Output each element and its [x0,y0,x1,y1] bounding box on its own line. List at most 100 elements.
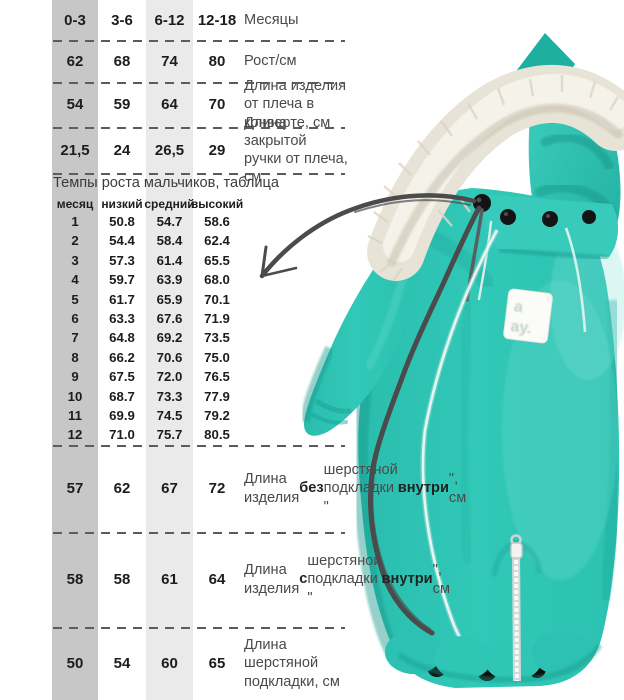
size-table-row: 54 59 64 70 Длина изделия от плеча в конверт… [0,78,352,130]
size-cell: 50 [66,655,84,672]
growth-cell: 66.2 [109,349,135,365]
size-cell: 64 [208,571,226,588]
size-cell: 12-18 [197,11,237,29]
dashed-divider [53,173,345,175]
growth-cell: 67.6 [156,311,183,326]
table-column-stripe-light [146,0,193,700]
growth-cell: 70.1 [204,291,230,307]
growth-cell: 65.9 [156,291,183,307]
growth-cell: 72.0 [156,369,183,385]
size-cell: 57 [66,480,84,497]
growth-cell: 68.0 [204,272,230,288]
growth-cell: 58.4 [156,233,183,249]
growth-cell: 5 [71,291,79,307]
growth-cell: 77.9 [204,388,230,404]
growth-table-title: Темпы роста мальчиков, таблица [53,175,279,191]
size-cell: 26,5 [154,141,185,159]
table-column-stripe-dark [52,0,98,700]
size-cell: 61 [161,571,178,588]
chest-flap [480,194,619,261]
size-cell: 64 [161,96,178,113]
size-cell: 0-3 [64,11,86,29]
size-chart-panel: Темпы роста мальчиков, таблица 0-3 3-6 6-1… [0,0,467,690]
dashed-divider [53,445,345,447]
growth-cell: 70.6 [156,349,183,365]
growth-cell: 63.3 [109,311,135,326]
size-cell: 62 [113,480,131,497]
size-cell: 68 [113,52,131,70]
snap-button [500,209,516,225]
patch-text-line1: a [513,298,524,316]
size-row-label: Длина изделия без шерстяной подкладки " в… [244,462,467,515]
growth-cell: 2 [71,233,79,249]
growth-cell: 75.0 [204,349,230,365]
snap-button [542,211,558,227]
growth-cell: 75.7 [156,427,183,443]
size-cell: 54 [113,655,131,672]
size-cell: 80 [208,52,226,70]
size-row-label: Длина изделия с шерстяной подкладки " вну… [244,553,450,606]
bottom-hem [385,630,603,683]
dashed-divider [53,532,345,534]
growth-cell: 65.5 [204,252,230,268]
growth-cell: 12 [67,427,83,443]
size-row-label: Рост/см [244,52,297,69]
dashed-divider [53,127,345,129]
size-table-row: 0-3 3-6 6-12 12-18 Месяцы [0,0,352,40]
size-cell: 70 [208,96,226,113]
size-row-label: Месяцы [244,11,299,28]
size-cell: 29 [208,141,226,159]
growth-cell: 4 [71,272,79,288]
growth-col-header: средний [144,196,195,211]
growth-cell: 63.9 [156,272,183,288]
length-annotation-line [368,205,482,636]
growth-cell: 50.8 [109,214,135,229]
size-table-row: 57 62 67 72 Длина изделия без шерстяной подк… [0,445,467,532]
size-cell: 3-6 [111,11,133,29]
dashed-divider [53,82,345,84]
size-cell: 67 [161,480,178,497]
growth-cell: 62.4 [204,233,230,249]
growth-col-header: низкий [101,196,143,211]
annotations [259,193,482,636]
size-cell: 74 [161,52,178,70]
size-cell: 54 [66,96,84,113]
growth-col-header: высокий [190,196,244,211]
size-cell: 6-12 [154,11,185,29]
growth-cell: 8 [71,349,79,365]
size-cell: 59 [113,96,131,113]
growth-cell: 61.4 [156,252,183,268]
growth-cell: 58.6 [204,214,230,229]
snap-button [582,210,596,224]
growth-cell: 64.8 [109,330,135,346]
growth-cell: 69.9 [109,408,135,423]
size-row-label: Длина закрытой ручки от плеча, см [244,114,348,186]
growth-cell: 71.9 [204,311,230,326]
size-table-row: 21,5 24 26,5 29 Длина закрытой ручки от плеч… [0,114,352,186]
growth-cell: 71.0 [109,427,135,443]
growth-cell: 73.5 [204,330,230,346]
growth-cell: 1 [71,214,79,229]
growth-cell: 7 [71,330,79,346]
zipper-pull [510,542,523,559]
growth-col-header: месяц [56,196,94,211]
growth-cell: 74.5 [156,408,183,423]
growth-cell: 6 [71,311,79,326]
size-cell: 58 [113,571,131,588]
growth-cell: 3 [71,252,79,268]
growth-cell: 76.5 [204,369,230,385]
growth-cell: 11 [68,408,82,423]
growth-cell: 73.3 [156,388,183,404]
size-table-row: 58 58 61 64 Длина изделия с шерстяной подкла… [0,532,450,627]
size-cell: 58 [66,571,84,588]
hand-drawn-arrow [259,193,477,279]
growth-cell: 69.2 [156,330,183,346]
growth-cell: 59.7 [109,272,135,288]
dashed-divider [53,40,345,42]
size-cell: 21,5 [60,141,90,159]
growth-cell: 57.3 [109,252,135,268]
growth-cell: 54.7 [156,214,183,229]
growth-cell: 61.7 [109,291,135,307]
reflective-piping [420,227,587,654]
growth-cell: 9 [71,369,79,385]
